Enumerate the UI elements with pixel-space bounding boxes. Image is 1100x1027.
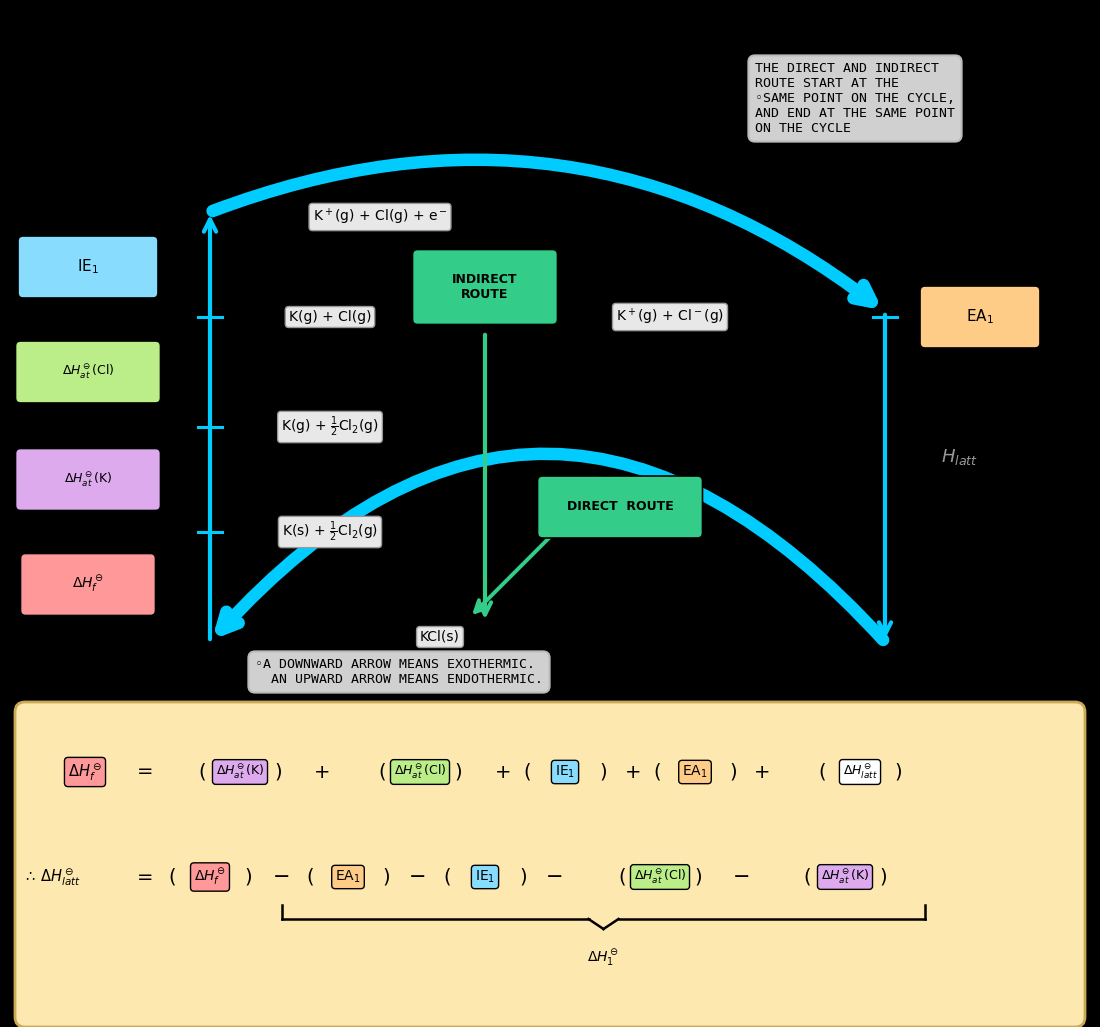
Text: K$^+$(g) + Cl(g) + e$^-$: K$^+$(g) + Cl(g) + e$^-$ [312, 206, 448, 227]
FancyBboxPatch shape [920, 286, 1040, 348]
Text: (: ( [653, 762, 661, 782]
Text: ◦A DOWNWARD ARROW MEANS EXOTHERMIC.
  AN UPWARD ARROW MEANS ENDOTHERMIC.: ◦A DOWNWARD ARROW MEANS EXOTHERMIC. AN U… [255, 658, 543, 686]
FancyBboxPatch shape [18, 236, 158, 298]
Text: K(g) + Cl(g): K(g) + Cl(g) [288, 310, 372, 324]
Text: ): ) [894, 762, 902, 782]
Text: EA$_1$: EA$_1$ [336, 869, 361, 885]
Text: (: ( [818, 762, 826, 782]
Text: $\Delta H^\ominus_f$: $\Delta H^\ominus_f$ [68, 761, 102, 783]
Text: −: − [409, 867, 427, 887]
Text: $\therefore\,\Delta H^\ominus_{latt}$: $\therefore\,\Delta H^\ominus_{latt}$ [23, 866, 81, 888]
FancyBboxPatch shape [412, 250, 558, 325]
Text: (: ( [618, 868, 626, 886]
Text: ): ) [694, 868, 702, 886]
Text: KCl(s): KCl(s) [420, 630, 460, 644]
Text: +: + [314, 762, 330, 782]
Text: THE DIRECT AND INDIRECT
ROUTE START AT THE
◦SAME POINT ON THE CYCLE,
AND END AT : THE DIRECT AND INDIRECT ROUTE START AT T… [755, 62, 955, 135]
Text: K$^+$(g) + Cl$^-$(g): K$^+$(g) + Cl$^-$(g) [616, 307, 724, 328]
Text: $\Delta H^\ominus_1$: $\Delta H^\ominus_1$ [587, 947, 619, 967]
Text: ): ) [729, 762, 737, 782]
FancyBboxPatch shape [15, 449, 161, 510]
Text: ): ) [274, 762, 282, 782]
Text: −: − [734, 867, 750, 887]
Text: $\Delta H^\ominus_{at}$(K): $\Delta H^\ominus_{at}$(K) [216, 763, 264, 782]
Text: $\Delta H^\ominus_{at}$(K): $\Delta H^\ominus_{at}$(K) [821, 868, 869, 886]
Text: ): ) [879, 868, 887, 886]
FancyBboxPatch shape [21, 554, 155, 615]
Text: IE$_1$: IE$_1$ [475, 869, 495, 885]
Text: $\Delta H^\ominus_f$: $\Delta H^\ominus_f$ [72, 574, 104, 596]
Text: $\Delta H^\ominus_f$: $\Delta H^\ominus_f$ [194, 867, 226, 887]
Text: (: ( [198, 762, 206, 782]
Text: K(s) + $\frac{1}{2}$Cl$_2$(g): K(s) + $\frac{1}{2}$Cl$_2$(g) [282, 520, 378, 544]
Text: +: + [495, 762, 512, 782]
Text: =: = [136, 868, 153, 886]
Text: ): ) [454, 762, 462, 782]
Text: IE$_1$: IE$_1$ [554, 764, 575, 781]
Text: −: − [273, 867, 290, 887]
Text: (: ( [306, 868, 313, 886]
Text: INDIRECT
ROUTE: INDIRECT ROUTE [452, 273, 518, 301]
Text: ): ) [382, 868, 389, 886]
FancyBboxPatch shape [15, 341, 161, 403]
Text: EA$_1$: EA$_1$ [682, 764, 707, 781]
Text: ): ) [600, 762, 607, 782]
Text: (: ( [443, 868, 451, 886]
Text: (: ( [524, 762, 530, 782]
Text: ): ) [519, 868, 527, 886]
Text: $\Delta H^\ominus_{at}$(Cl): $\Delta H^\ominus_{at}$(Cl) [62, 363, 114, 381]
FancyArrowPatch shape [212, 160, 871, 302]
Text: EA$_1$: EA$_1$ [966, 308, 994, 327]
Text: =: = [136, 762, 153, 782]
Text: +: + [625, 762, 641, 782]
Text: (: ( [803, 868, 811, 886]
Text: $\Delta H^\ominus_{at}$(Cl): $\Delta H^\ominus_{at}$(Cl) [634, 868, 686, 886]
Text: −: − [547, 867, 563, 887]
Text: $\Delta H^\ominus_{at}$(K): $\Delta H^\ominus_{at}$(K) [64, 470, 112, 489]
FancyBboxPatch shape [538, 476, 703, 538]
Text: $\Delta H^\ominus_{at}$(Cl): $\Delta H^\ominus_{at}$(Cl) [394, 763, 447, 782]
Text: ): ) [244, 868, 252, 886]
Text: +: + [754, 762, 770, 782]
FancyBboxPatch shape [15, 702, 1085, 1027]
Text: $\Delta H^\ominus_{latt}$: $\Delta H^\ominus_{latt}$ [843, 763, 878, 782]
Text: (: ( [168, 868, 176, 886]
FancyArrowPatch shape [221, 454, 883, 640]
Text: $H_{latt}$: $H_{latt}$ [942, 447, 979, 467]
Text: (: ( [378, 762, 386, 782]
Text: K(g) + $\frac{1}{2}$Cl$_2$(g): K(g) + $\frac{1}{2}$Cl$_2$(g) [282, 415, 378, 440]
Text: DIRECT  ROUTE: DIRECT ROUTE [566, 500, 673, 514]
Text: IE$_1$: IE$_1$ [77, 258, 99, 276]
